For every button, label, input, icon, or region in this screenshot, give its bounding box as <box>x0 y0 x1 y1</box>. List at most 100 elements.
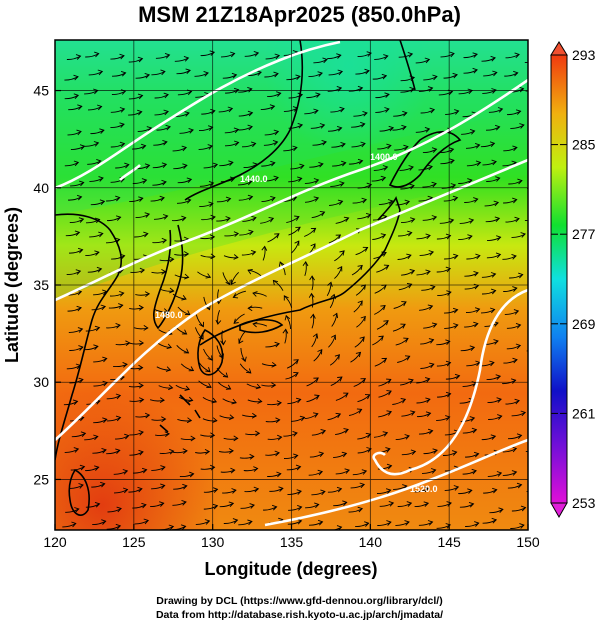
streamline-arrow <box>356 408 363 414</box>
streamline-arrow <box>184 273 190 280</box>
streamline-arrow <box>537 469 542 474</box>
streamline <box>527 170 528 172</box>
streamline-arrow <box>162 139 168 146</box>
streamline-arrow <box>404 434 410 440</box>
streamline-arrow <box>427 164 433 171</box>
streamline-arrow <box>144 72 151 79</box>
streamline-arrow <box>336 53 342 59</box>
streamline-arrow <box>79 180 85 187</box>
streamline-arrow <box>495 252 502 259</box>
streamline-arrow <box>494 216 501 223</box>
streamline-arrow <box>474 142 481 149</box>
streamline-arrow <box>273 71 279 78</box>
streamline-arrow <box>270 160 276 167</box>
streamline-arrow <box>138 304 144 311</box>
streamline-arrow <box>449 51 455 58</box>
streamline-arrow <box>115 322 121 329</box>
streamline-arrow <box>101 519 107 525</box>
streamline-arrow <box>490 434 497 440</box>
streamline-arrow <box>115 523 122 530</box>
streamline-arrow <box>425 397 431 403</box>
streamline <box>532 113 546 116</box>
streamline-arrow <box>115 393 122 400</box>
streamline-arrow <box>474 521 480 527</box>
streamline-arrow <box>73 447 80 453</box>
streamline-arrow <box>383 264 390 270</box>
streamline-arrow <box>189 471 195 478</box>
streamline-arrow <box>231 72 238 79</box>
streamline-arrow <box>206 382 212 389</box>
streamline-arrow <box>402 110 408 117</box>
streamline-arrow <box>164 52 171 59</box>
streamline-arrow <box>185 68 191 75</box>
streamline-arrow <box>312 333 319 339</box>
streamline-arrow <box>233 87 240 94</box>
streamline-arrow <box>295 226 301 232</box>
streamline-arrow <box>339 250 345 256</box>
streamline-arrow <box>497 107 504 113</box>
streamline-arrow <box>97 69 104 76</box>
streamline-arrow <box>425 411 432 417</box>
streamline-arrow <box>204 519 211 525</box>
streamline-arrow <box>115 448 121 455</box>
streamline-arrow <box>163 92 169 99</box>
streamline-arrow <box>253 466 259 472</box>
streamline-arrow <box>232 518 239 524</box>
streamline-arrow <box>491 517 498 524</box>
streamline-arrow <box>538 417 543 422</box>
streamline-arrow <box>366 51 372 57</box>
streamline-arrow <box>490 288 497 295</box>
streamline-arrow <box>250 141 257 148</box>
streamline-arrow <box>360 315 366 322</box>
graticule <box>55 40 528 530</box>
streamline-arrow <box>357 158 364 165</box>
x-tick-label: 125 <box>122 534 146 550</box>
colorbar-tick-label: 293 <box>572 47 596 63</box>
streamline-arrow <box>71 521 77 528</box>
x-tick-label: 130 <box>201 534 225 550</box>
streamline-arrow <box>473 197 479 203</box>
streamline-arrow <box>296 518 303 525</box>
streamline-arrow <box>247 269 253 275</box>
streamline-arrow <box>315 92 321 98</box>
streamline-arrow <box>330 334 336 340</box>
streamline-arrow <box>496 471 503 477</box>
streamline-arrow <box>497 414 503 420</box>
streamline-arrow <box>407 51 414 58</box>
streamline-arrow <box>187 396 194 403</box>
streamline-arrow <box>297 122 304 129</box>
streamline-arrow <box>520 505 527 512</box>
streamline-arrow <box>144 163 151 170</box>
height-contours <box>55 40 528 527</box>
streamline-arrow <box>469 128 476 135</box>
streamline-arrow <box>276 471 282 478</box>
streamline-arrow <box>138 382 144 389</box>
streamline-arrow <box>165 124 171 131</box>
streamline <box>534 251 548 254</box>
streamline-arrow <box>209 432 216 439</box>
streamline-arrow <box>496 397 502 403</box>
streamline-arrow <box>535 86 540 91</box>
streamline <box>525 450 528 452</box>
streamline-arrow <box>222 372 229 378</box>
streamline-arrow <box>313 108 319 115</box>
streamline-arrow <box>143 325 149 331</box>
streamline-arrow <box>423 486 430 493</box>
streamline-arrow <box>543 249 548 254</box>
streamline-arrow <box>490 55 496 62</box>
streamline-arrow <box>489 360 495 367</box>
streamline-arrow <box>537 166 542 171</box>
streamline-arrow <box>119 290 125 297</box>
streamline-arrow <box>539 148 544 153</box>
streamline-arrow <box>78 345 84 351</box>
streamline-arrow <box>489 307 496 314</box>
streamline-arrow <box>359 482 366 489</box>
contour-label-1440: 1440.0 <box>240 174 268 184</box>
streamline-arrow <box>233 140 240 147</box>
streamline-arrow <box>299 415 306 422</box>
streamline-arrow <box>382 431 389 437</box>
y-tick-label: 40 <box>33 180 49 196</box>
streamline-arrow <box>273 129 280 136</box>
streamline-arrow <box>212 162 219 169</box>
streamline-arrow <box>357 85 364 92</box>
